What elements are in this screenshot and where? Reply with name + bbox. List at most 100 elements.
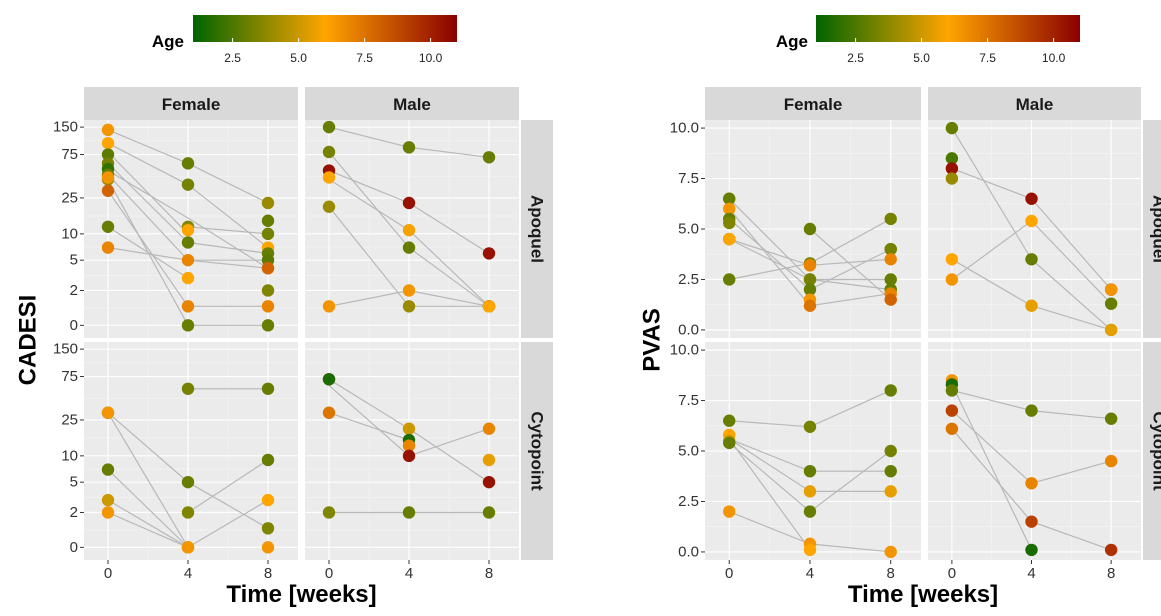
data-point — [946, 384, 958, 396]
data-point — [885, 445, 897, 457]
x-tick-label: 4 — [405, 565, 413, 582]
data-point — [483, 423, 495, 435]
data-point — [885, 213, 897, 225]
data-point — [182, 224, 194, 236]
x-tick-label: 4 — [806, 565, 814, 582]
age-legend-title: Age — [776, 32, 808, 51]
data-point — [403, 197, 415, 209]
data-point — [885, 465, 897, 477]
data-point — [262, 300, 274, 312]
data-point — [946, 404, 958, 416]
data-point — [182, 178, 194, 190]
data-point — [323, 121, 335, 133]
age-colorbar — [193, 15, 457, 42]
age-legend-tick-label: 5.0 — [913, 51, 930, 65]
y-tick-label: 7.5 — [678, 170, 699, 187]
data-point — [323, 146, 335, 158]
y-tick-label: 0.0 — [678, 321, 699, 338]
data-point — [262, 284, 274, 296]
data-point — [1025, 253, 1037, 265]
data-point — [946, 122, 958, 134]
data-point — [102, 137, 114, 149]
y-tick-label: 0 — [70, 539, 78, 556]
data-point — [182, 476, 194, 488]
data-point — [804, 544, 816, 556]
data-point — [1025, 515, 1037, 527]
data-point — [262, 228, 274, 240]
data-point — [182, 254, 194, 266]
y-tick-label: 75 — [61, 146, 78, 163]
data-point — [723, 217, 735, 229]
data-point — [885, 546, 897, 558]
data-point — [946, 172, 958, 184]
data-point — [102, 407, 114, 419]
data-point — [262, 383, 274, 395]
data-point — [102, 506, 114, 518]
y-tick-label: 5.0 — [678, 443, 699, 460]
data-point — [323, 407, 335, 419]
age-legend-tick-label: 7.5 — [979, 51, 996, 65]
age-legend-tick-label: 2.5 — [224, 51, 241, 65]
data-point — [323, 300, 335, 312]
data-point — [102, 241, 114, 253]
age-legend-title: Age — [152, 32, 184, 51]
data-point — [1025, 300, 1037, 312]
data-point — [483, 454, 495, 466]
facet-strip-label: Male — [1016, 95, 1054, 114]
data-point — [182, 272, 194, 284]
y-tick-label: 25 — [61, 411, 78, 428]
data-point — [1105, 324, 1117, 336]
data-point — [262, 262, 274, 274]
data-point — [403, 141, 415, 153]
x-tick-label: 0 — [104, 565, 112, 582]
data-point — [804, 421, 816, 433]
data-point — [182, 157, 194, 169]
data-point — [323, 171, 335, 183]
y-tick-label: 5 — [70, 474, 78, 491]
data-point — [262, 541, 274, 553]
y-tick-label: 2.5 — [678, 493, 699, 510]
data-point — [262, 522, 274, 534]
data-point — [483, 247, 495, 259]
data-point — [804, 505, 816, 517]
data-point — [262, 197, 274, 209]
data-point — [403, 300, 415, 312]
x-axis-title: Time [weeks] — [226, 581, 376, 608]
data-point — [403, 284, 415, 296]
x-tick-label: 8 — [485, 565, 493, 582]
y-axis-title: PVAS — [639, 308, 666, 372]
data-point — [946, 423, 958, 435]
facet-strip-label: Apoquel — [528, 195, 547, 263]
age-legend-tick-label: 10.0 — [419, 51, 443, 65]
y-tick-label: 10.0 — [670, 342, 699, 359]
data-point — [483, 151, 495, 163]
data-point — [1025, 477, 1037, 489]
y-tick-label: 0 — [70, 317, 78, 334]
data-point — [403, 241, 415, 253]
data-point — [483, 506, 495, 518]
data-point — [403, 224, 415, 236]
y-tick-label: 2 — [70, 282, 78, 299]
y-tick-label: 75 — [61, 368, 78, 385]
data-point — [1105, 455, 1117, 467]
x-tick-label: 8 — [887, 565, 895, 582]
data-point — [182, 541, 194, 553]
x-tick-label: 4 — [1027, 565, 1035, 582]
data-point — [885, 384, 897, 396]
facet-strip-label: Cytopoint — [528, 411, 547, 491]
x-tick-label: 4 — [184, 565, 192, 582]
data-point — [403, 423, 415, 435]
data-point — [804, 465, 816, 477]
data-point — [182, 506, 194, 518]
data-point — [723, 505, 735, 517]
data-point — [1025, 193, 1037, 205]
y-tick-label: 150 — [53, 341, 78, 358]
data-point — [946, 253, 958, 265]
data-point — [885, 293, 897, 305]
x-axis-title: Time [weeks] — [848, 581, 998, 608]
age-legend-tick-label: 2.5 — [847, 51, 864, 65]
y-tick-label: 5 — [70, 252, 78, 269]
x-tick-label: 8 — [264, 565, 272, 582]
x-tick-label: 8 — [1107, 565, 1115, 582]
